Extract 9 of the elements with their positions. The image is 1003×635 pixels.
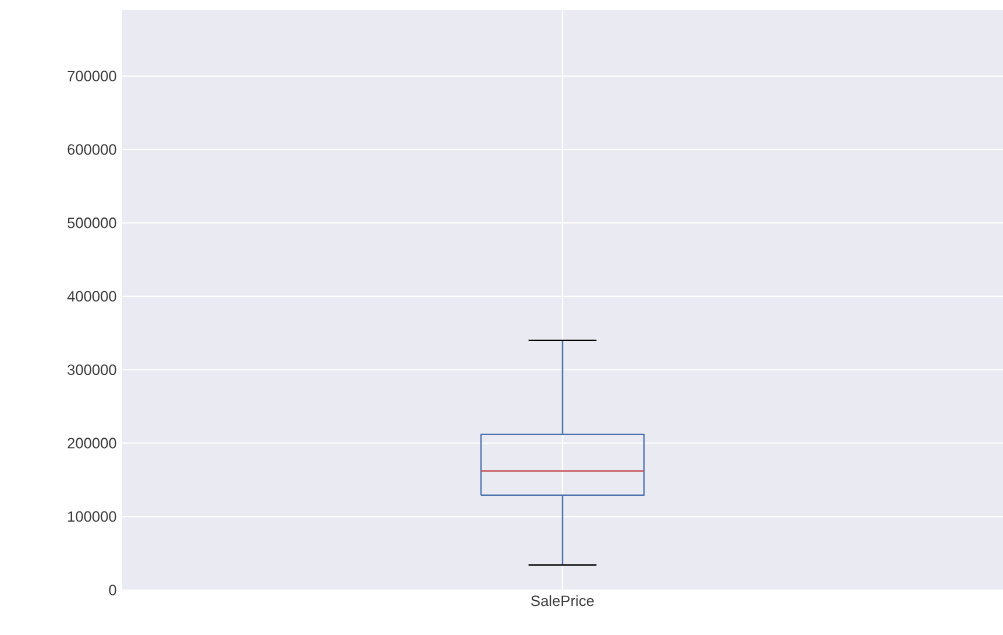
y-tick-label: 700000 (67, 70, 117, 82)
x-tick-label: SalePrice (531, 595, 594, 607)
y-tick-label: 300000 (67, 364, 117, 376)
y-tick-label: 600000 (67, 144, 117, 155)
y-tick-label: 0 (109, 584, 117, 596)
y-tick-label: 400000 (67, 291, 117, 302)
y-tick-label: 100000 (68, 511, 117, 522)
y-tick-label: 200000 (67, 437, 117, 449)
y-tick-label: 500000 (67, 217, 117, 229)
